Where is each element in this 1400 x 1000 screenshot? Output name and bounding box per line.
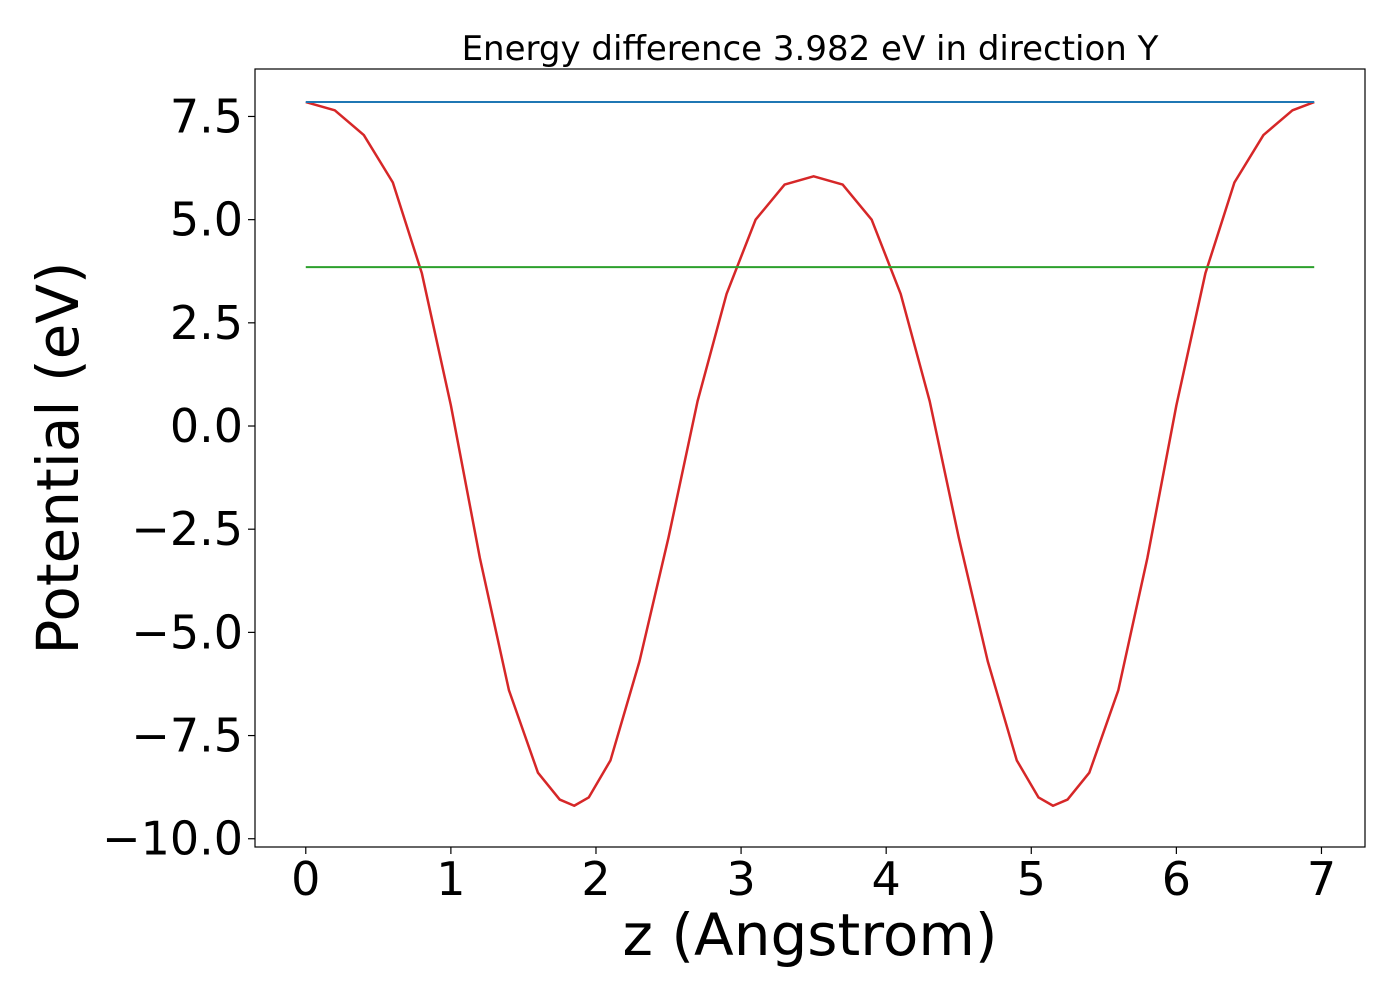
y-tick-label: 0.0 [170,399,243,453]
x-tick-label: 4 [872,852,901,906]
y-tick-label: 2.5 [170,296,243,350]
x-tick-label: 1 [436,852,465,906]
y-tick-label: −7.5 [131,709,243,763]
x-tick-label: 2 [581,852,610,906]
y-tick-label: −10.0 [102,812,243,866]
x-tick-label: 0 [291,852,320,906]
x-tick-label: 7 [1307,852,1336,906]
plot-frame [254,68,1366,848]
y-tick-label: −5.0 [131,605,243,659]
x-tick-label: 5 [1017,852,1046,906]
y-axis-label: Potential (eV) [24,261,92,654]
series-layer [305,100,1315,807]
y-tick-label: 7.5 [170,89,243,143]
potential-curve [305,100,1315,807]
x-tick-label: 3 [726,852,755,906]
x-axis: 0 1 2 3 4 5 6 7 [291,847,1336,906]
y-tick-label: 5.0 [170,193,243,247]
y-tick-label: −2.5 [131,502,243,556]
x-axis-label: z (Angstrom) [623,901,998,969]
x-tick-label: 6 [1162,852,1191,906]
chart-title: Energy difference 3.982 eV in direction … [462,29,1159,69]
y-axis: 7.5 5.0 2.5 0.0 −2.5 −5.0 −7.5 −10.0 [102,89,255,866]
